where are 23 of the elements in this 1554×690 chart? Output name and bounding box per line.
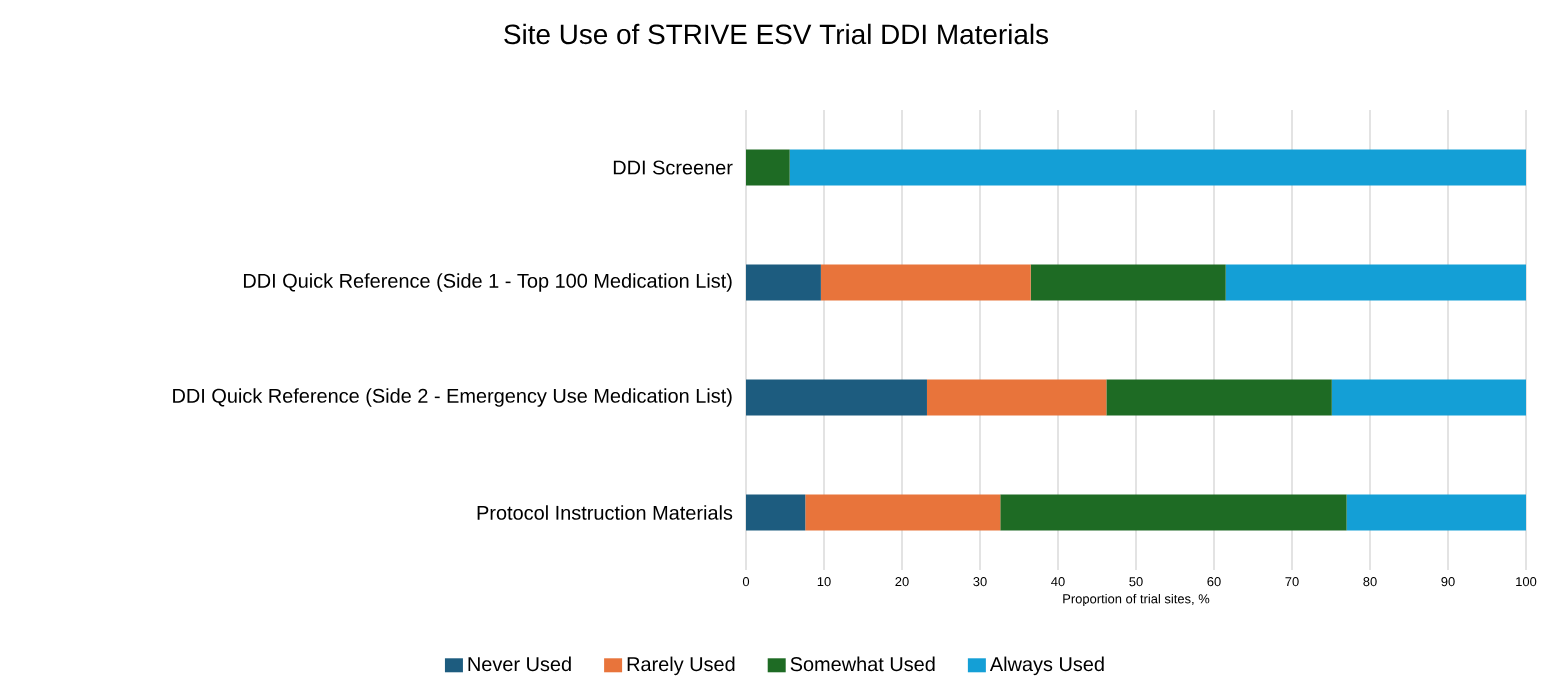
legend-label: Always Used	[989, 656, 1104, 676]
legend-label: Never Used	[468, 656, 571, 672]
bar	[746, 494, 806, 531]
bar	[1331, 379, 1527, 416]
chart-title: Site Use of STRIVE ESV Trial DDI Materials	[504, 23, 1049, 45]
bar	[1106, 379, 1332, 416]
bar	[1225, 264, 1527, 301]
bar	[789, 149, 1527, 186]
bar	[805, 494, 1001, 531]
y-tick-label: DDI Quick Reference (Side 2 - Emergency Use Medication List)	[173, 388, 732, 407]
bar	[1346, 494, 1527, 531]
legend-label: Somewhat Used	[790, 656, 935, 672]
bar	[1030, 264, 1226, 301]
y-tick-label: DDI Quick Reference (Side 1 - Top 100 Medication List)	[243, 273, 732, 292]
y-tick-label: DDI Screener	[613, 160, 733, 175]
bar	[746, 149, 790, 186]
legend-label: Rarely Used	[627, 656, 735, 676]
bar	[746, 379, 927, 416]
y-tick-label: Protocol Instruction Materials	[477, 505, 733, 520]
bar	[820, 264, 1031, 301]
bar	[746, 264, 821, 301]
bar	[1000, 494, 1347, 531]
bar	[926, 379, 1107, 416]
